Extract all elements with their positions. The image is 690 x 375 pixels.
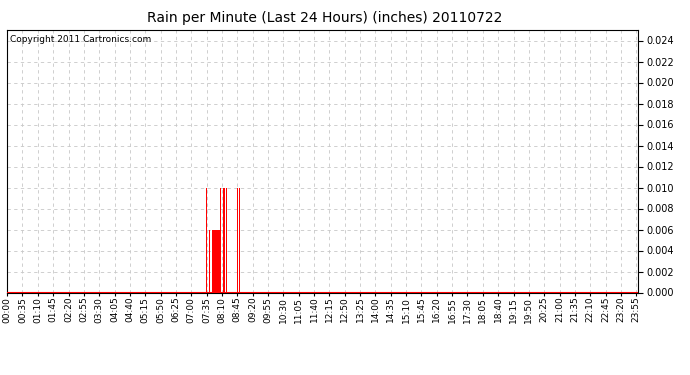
Text: Rain per Minute (Last 24 Hours) (inches) 20110722: Rain per Minute (Last 24 Hours) (inches)… bbox=[146, 11, 502, 25]
Text: Copyright 2011 Cartronics.com: Copyright 2011 Cartronics.com bbox=[10, 35, 151, 44]
